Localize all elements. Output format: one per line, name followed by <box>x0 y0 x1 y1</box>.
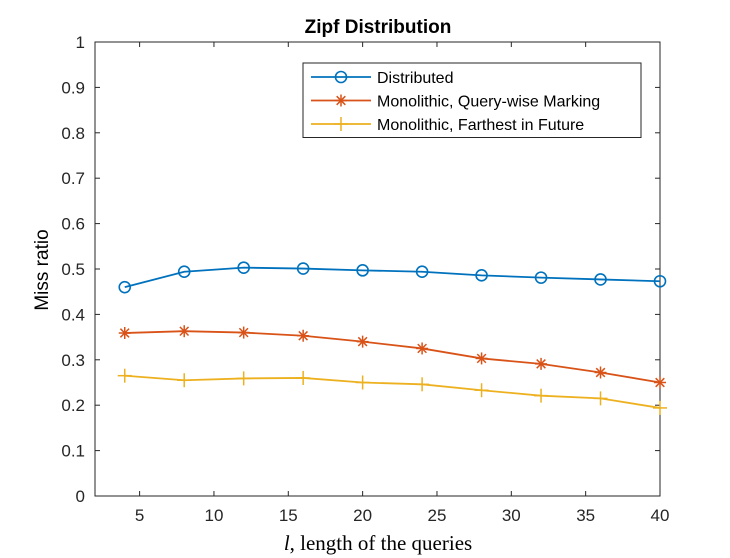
data-point <box>535 357 548 370</box>
data-point <box>653 400 667 415</box>
legend: Distributed Monolithic, Query-wise Markin… <box>302 62 642 138</box>
data-point <box>334 70 348 84</box>
data-point <box>594 366 607 379</box>
data-point <box>177 373 192 388</box>
x-tick-label: 30 <box>502 506 521 525</box>
y-tick-label: 0.7 <box>61 169 85 188</box>
series-group <box>117 261 667 415</box>
y-tick-label: 0.6 <box>61 215 85 234</box>
plot-area <box>94 41 661 497</box>
x-tick-label: 5 <box>135 506 144 525</box>
data-point <box>356 335 369 348</box>
y-tick-label: 0.4 <box>61 305 85 324</box>
y-tick-label: 1 <box>76 33 85 52</box>
data-point <box>475 269 488 282</box>
legend-entry: Monolithic, Query-wise Marking <box>377 94 600 111</box>
data-point <box>415 265 429 279</box>
data-point <box>335 94 347 107</box>
series-line-2 <box>124 330 661 384</box>
data-point <box>118 327 131 340</box>
data-point <box>654 376 666 389</box>
data-point <box>534 271 548 284</box>
y-axis-label: Miss ratio <box>32 229 53 310</box>
legend-entry: Distributed <box>377 70 453 87</box>
x-tick-label: 40 <box>651 506 670 525</box>
chart-title: Zipf Distribution <box>305 17 452 38</box>
data-point <box>296 262 310 275</box>
data-point <box>653 274 667 288</box>
y-tick-label: 0.8 <box>61 124 85 143</box>
y-tick-label: 0.3 <box>61 351 85 370</box>
y-tick-label: 0.1 <box>61 442 85 461</box>
data-point <box>534 388 549 403</box>
data-point <box>356 264 369 277</box>
y-tick-label: 0.9 <box>61 78 85 97</box>
data-point <box>178 325 191 338</box>
data-point <box>416 342 429 355</box>
x-tick-label: 20 <box>353 506 372 525</box>
data-point <box>118 280 132 294</box>
data-point <box>593 391 608 406</box>
series-line-3 <box>124 374 661 409</box>
data-point <box>296 370 311 385</box>
data-point <box>177 265 191 279</box>
x-tick-label: 15 <box>279 506 298 525</box>
data-point <box>415 377 430 392</box>
x-tick-label: 10 <box>204 506 223 525</box>
x-axis-label-symbol: l <box>284 531 290 555</box>
x-axis-label-text: , length of the queries <box>290 531 473 555</box>
data-point <box>237 326 250 339</box>
data-point <box>237 261 250 274</box>
data-point <box>117 368 132 383</box>
data-point <box>355 375 370 390</box>
legend-entry: Monolithic, Farthest in Future <box>377 117 584 134</box>
x-tick-label: 35 <box>576 506 595 525</box>
data-point <box>297 329 310 342</box>
x-axis-label: l, length of the queries <box>284 531 472 555</box>
data-point <box>594 273 607 286</box>
data-point <box>474 383 489 398</box>
tick-labels: 5 10 15 20 25 30 35 40 0 0.1 0.2 0.3 0.4 0.5 0.6 0.7 0.8… <box>61 33 669 525</box>
y-tick-label: 0.2 <box>61 396 85 415</box>
x-tick-label: 25 <box>428 506 447 525</box>
data-point <box>475 352 488 365</box>
y-tick-label: 0 <box>76 487 85 506</box>
data-point <box>236 371 251 386</box>
y-tick-label: 0.5 <box>61 260 85 279</box>
data-point <box>334 117 348 131</box>
series-line-1 <box>124 266 661 289</box>
